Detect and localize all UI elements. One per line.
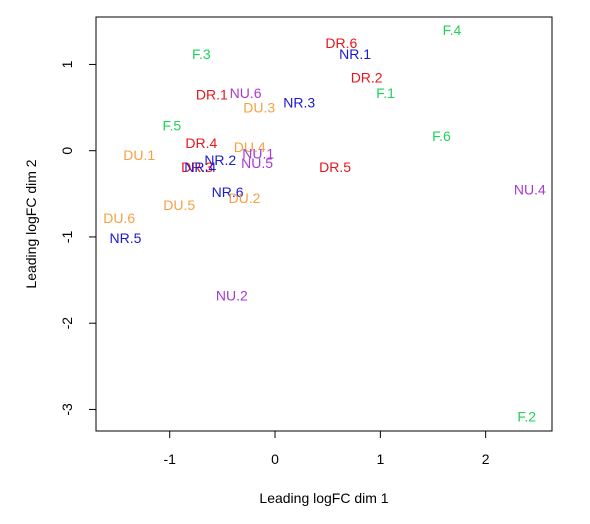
- point-label: NR.1: [339, 46, 371, 62]
- y-tick-label: -3: [59, 403, 75, 416]
- point-label: F.6: [432, 128, 451, 144]
- x-tick-label: 2: [482, 451, 490, 467]
- y-tick-label: -2: [59, 317, 75, 330]
- point-label: DU.4: [234, 139, 266, 155]
- point-label: DU.1: [123, 147, 155, 163]
- point-label: NU.1: [242, 145, 274, 161]
- point-label: NU.4: [514, 182, 546, 198]
- point-label: DR.3: [181, 159, 213, 175]
- x-tick-label: 0: [271, 451, 279, 467]
- point-label: F.3: [192, 46, 211, 62]
- point-label: DR.2: [351, 69, 383, 85]
- point-label: DR.1: [196, 87, 228, 103]
- x-tick-label: -1: [163, 451, 176, 467]
- y-tick-label: -1: [59, 231, 75, 244]
- point-label: DU.6: [103, 210, 135, 226]
- point-label: NR.6: [212, 184, 244, 200]
- point-label: F.2: [517, 408, 536, 424]
- x-axis-title: Leading logFC dim 1: [259, 490, 388, 506]
- point-label: NR.5: [110, 230, 142, 246]
- point-label: DU.5: [163, 197, 195, 213]
- point-label: DU.3: [243, 100, 275, 116]
- point-label: NU.2: [216, 288, 248, 304]
- point-labels: F.4 DR.6NR.1 F.3 DR.2F.1 DR.1 NU.6 NR.3 DU.3 F.5…: [103, 22, 546, 424]
- y-axis-title: Leading logFC dim 2: [23, 159, 39, 288]
- point-label: DR.6: [325, 35, 357, 51]
- point-label: DR.4: [185, 135, 217, 151]
- point-label: NR.2: [204, 152, 236, 168]
- point-label: DR.5: [319, 159, 351, 175]
- point-label: NU.6: [230, 85, 262, 101]
- y-tick-label: 0: [59, 147, 75, 155]
- point-label: NR.4: [184, 159, 216, 175]
- point-label: NU.5: [241, 155, 273, 171]
- point-label: F.5: [162, 118, 181, 134]
- point-label: DU.2: [229, 190, 261, 206]
- y-tick-label: 1: [59, 60, 75, 68]
- point-label: NR.3: [283, 94, 315, 110]
- y-axis: -3 -2 -1 0 1: [59, 60, 96, 416]
- x-axis: -1 0 1 2: [163, 431, 490, 467]
- point-label: F.4: [443, 22, 462, 38]
- point-label: F.1: [376, 85, 395, 101]
- plot-frame: [95, 16, 553, 432]
- x-tick-label: 1: [376, 451, 384, 467]
